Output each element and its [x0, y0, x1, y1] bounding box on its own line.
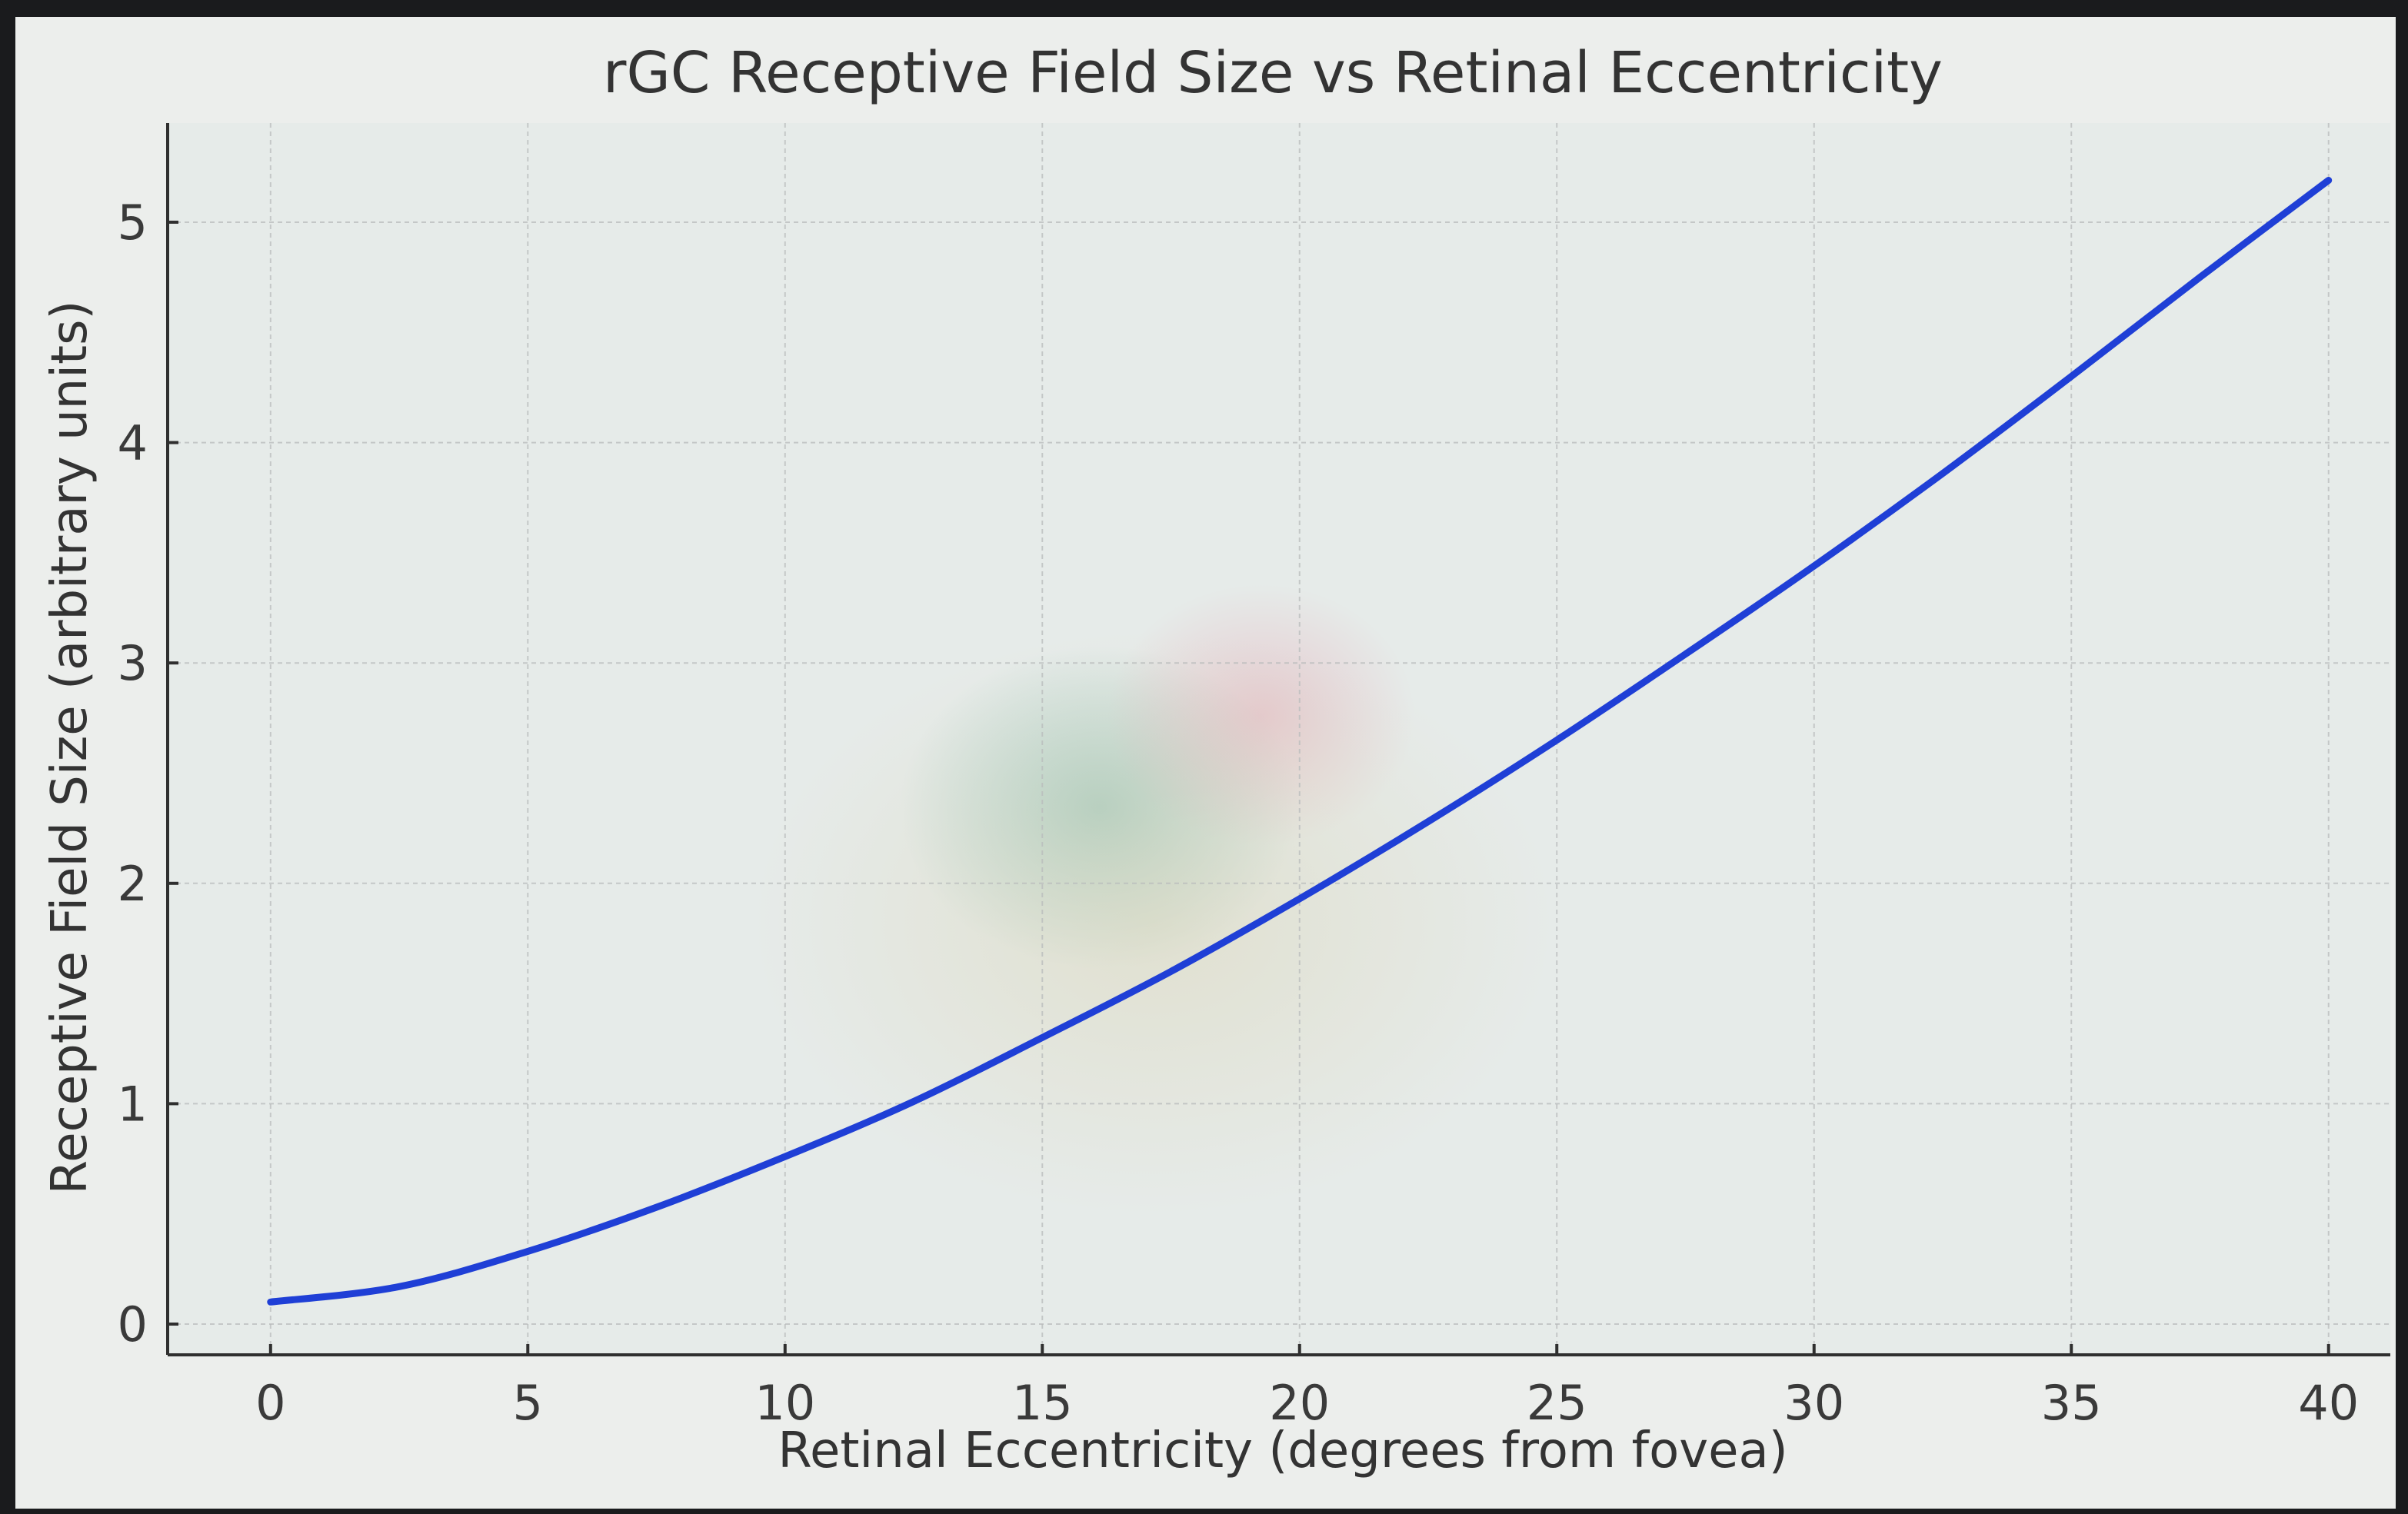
x-tick-label: 15: [1012, 1375, 1073, 1431]
y-tick-label: 5: [118, 195, 148, 251]
x-axis-label: Retinal Eccentricity (degrees from fovea…: [778, 1422, 1787, 1479]
x-tick-label: 35: [2041, 1375, 2102, 1431]
axes: [166, 123, 2390, 1356]
series-line: [267, 177, 2333, 1306]
y-tick-label: 3: [118, 635, 148, 691]
y-tick-label: 0: [118, 1296, 148, 1353]
x-tick-label: 25: [1527, 1375, 1587, 1431]
series-layer: [267, 177, 2333, 1306]
x-tick-label: 40: [2298, 1375, 2359, 1431]
tick-labels: 0 5 10 15 20 25 30 35 40 0 1 2 3 4 5: [118, 195, 2360, 1431]
x-tick-label: 10: [754, 1375, 815, 1431]
y-tick-label: 4: [118, 415, 148, 471]
y-tick-label: 1: [118, 1076, 148, 1132]
chart-title: rGC Receptive Field Size vs Retinal Ecce…: [603, 40, 1943, 106]
x-tick-label: 20: [1269, 1375, 1330, 1431]
x-tick-label: 0: [255, 1375, 285, 1431]
grid: [168, 123, 2390, 1355]
y-axis-label: Receptive Field Size (arbitrary units): [42, 301, 98, 1195]
x-tick-label: 5: [513, 1375, 543, 1431]
moire-glare-warm: [754, 631, 1554, 1215]
x-tick-label: 30: [1784, 1375, 1844, 1431]
y-tick-label: 2: [118, 856, 148, 912]
